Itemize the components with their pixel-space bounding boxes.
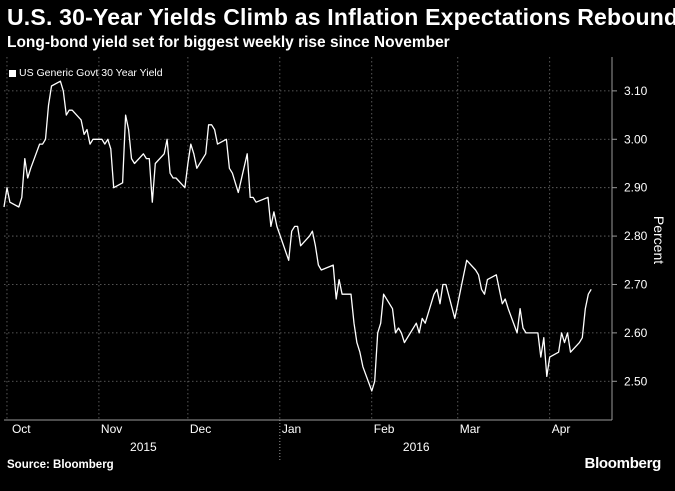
series-line	[3, 80, 592, 392]
x-tick-label: Apr	[552, 422, 571, 436]
y-tick-label: 2.60	[624, 326, 648, 340]
x-tick-label: Oct	[12, 422, 31, 436]
year-label: 2015	[130, 440, 157, 454]
y-tick-label: 3.00	[624, 132, 648, 146]
y-tick-label: 2.50	[624, 374, 648, 388]
y-tick-label: 2.70	[624, 277, 648, 291]
source-note: Source: Bloomberg	[7, 459, 114, 471]
year-label: 2016	[403, 440, 430, 454]
chart-subtitle: Long-bond yield set for biggest weekly r…	[7, 34, 450, 51]
x-tick-label: Mar	[460, 422, 481, 436]
brand-logo: Bloomberg	[584, 455, 662, 472]
chart-title: U.S. 30-Year Yields Climb as Inflation E…	[7, 4, 675, 30]
y-tick-label: 2.80	[624, 229, 648, 243]
legend-label: US Generic Govt 30 Year Yield	[19, 67, 163, 79]
gridlines	[4, 57, 612, 420]
legend-swatch	[9, 69, 16, 77]
x-tick-label: Feb	[374, 422, 395, 436]
y-tick-label: 2.90	[624, 181, 648, 195]
x-tick-label: Jan	[282, 422, 301, 436]
axes: 2.50 2.60 2.70 2.80 2.90 3.00 3.10 Oct Nov Dec Jan…	[4, 57, 667, 460]
legend: US Generic Govt 30 Year Yield	[9, 67, 163, 79]
x-tick-label: Nov	[101, 422, 122, 436]
y-axis-title: Percent	[651, 216, 667, 264]
x-tick-label: Dec	[190, 422, 211, 436]
brand-logo-text: Bloomberg	[584, 455, 662, 472]
y-tick-label: 3.10	[624, 84, 648, 98]
series-layer	[3, 80, 592, 392]
